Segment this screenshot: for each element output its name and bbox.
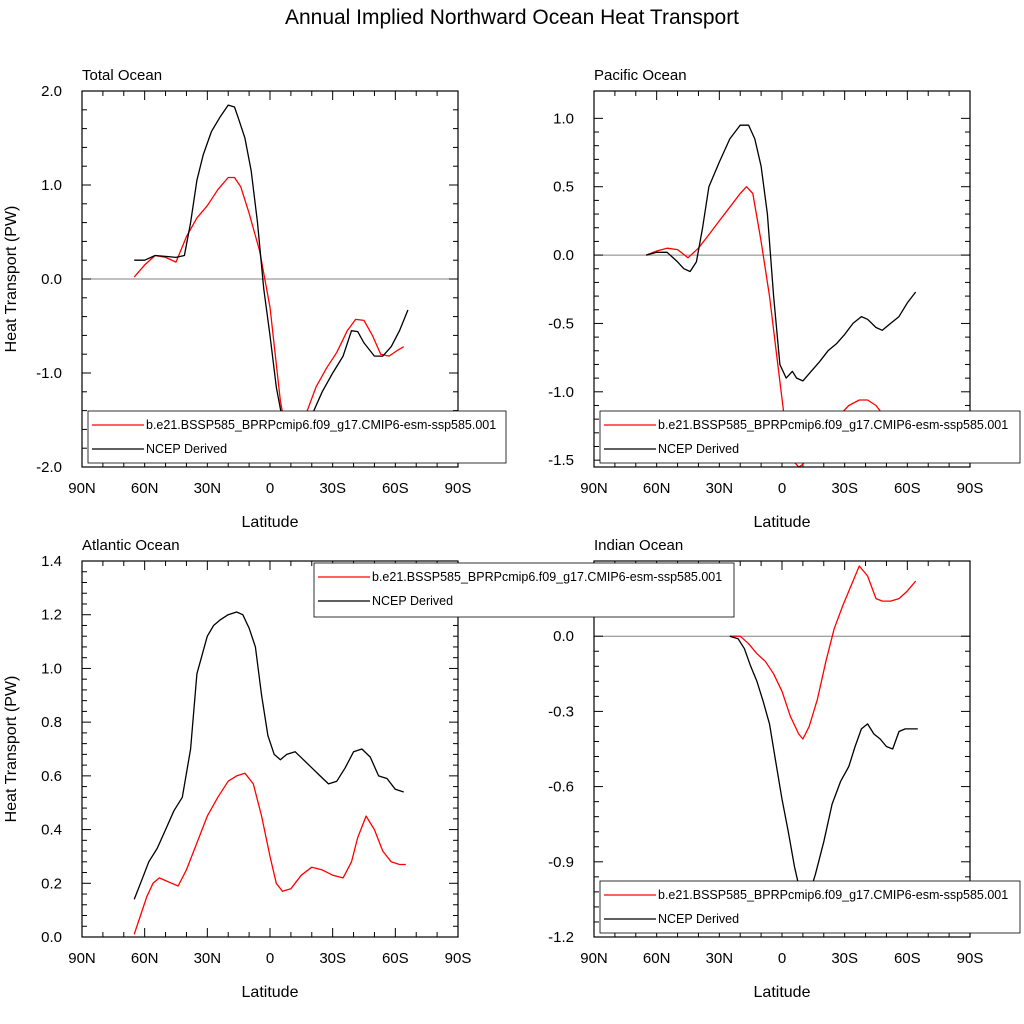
y-axis-label: Heat Transport (PW) [3, 206, 20, 353]
y-tick-label: 0.0 [41, 929, 62, 946]
x-tick-label: 30S [831, 480, 858, 497]
legend-box [599, 880, 1021, 934]
y-tick-label: -1.2 [548, 929, 574, 946]
y-tick-label: -1.0 [548, 384, 574, 401]
y-tick-label: 0.2 [41, 875, 62, 892]
plot-frame [593, 560, 971, 938]
legend: b.e21.BSSP585_BPRPcmip6.f09_g17.CMIP6-es… [599, 880, 1021, 934]
x-tick-label: 30S [319, 950, 346, 967]
legend-label: b.e21.BSSP585_BPRPcmip6.f09_g17.CMIP6-es… [146, 418, 496, 432]
plot-frame [81, 90, 459, 468]
y-tick-label: -0.6 [548, 779, 574, 796]
y-tick-label: 0.0 [553, 247, 574, 264]
legend-box [313, 562, 735, 618]
y-tick-label: 1.0 [41, 660, 62, 677]
x-tick-label: 30S [831, 950, 858, 967]
x-tick-label: 60S [382, 480, 409, 497]
x-tick-label: 90N [580, 950, 608, 967]
x-tick-label: 60S [894, 950, 921, 967]
x-axis-label: Latitude [754, 514, 811, 531]
x-tick-label: 60N [131, 480, 159, 497]
x-tick-label: 60N [643, 480, 671, 497]
y-tick-label: 1.4 [41, 553, 62, 570]
panel-indian-ocean: Indian Ocean 90N 60N 30N 0 30S 60S 90S -1.2 -0.9 -… [548, 537, 983, 1001]
legend: b.e21.BSSP585_BPRPcmip6.f09_g17.CMIP6-es… [87, 410, 507, 464]
panel-title: Total Ocean [82, 67, 162, 84]
x-tick-label: 90N [68, 950, 96, 967]
panel-title: Indian Ocean [594, 537, 683, 554]
x-tick-label: 90S [957, 950, 984, 967]
plot-frame [593, 90, 971, 468]
y-axis-label: Heat Transport (PW) [3, 676, 20, 823]
x-tick-label: 30N [194, 480, 222, 497]
model-series-line [133, 772, 406, 935]
legend-label: NCEP Derived [658, 912, 739, 926]
y-tick-label: -1.0 [36, 365, 62, 382]
x-tick-label: 0 [778, 950, 786, 967]
y-tick-label: 0.0 [41, 271, 62, 288]
legend-label: b.e21.BSSP585_BPRPcmip6.f09_g17.CMIP6-es… [658, 418, 1008, 432]
y-tick-label: -0.9 [548, 854, 574, 871]
legend: b.e21.BSSP585_BPRPcmip6.f09_g17.CMIP6-es… [599, 410, 1021, 464]
legend-label: NCEP Derived [658, 442, 739, 456]
panel-total-ocean: Total Ocean 90N 60N 30N 0 30S 60S 90S -2.0 -1.0 0.… [3, 67, 471, 531]
y-tick-label: 0.0 [553, 628, 574, 645]
x-tick-label: 0 [778, 480, 786, 497]
x-tick-label: 90S [445, 480, 472, 497]
legend-box [87, 410, 507, 464]
x-tick-label: 30N [194, 950, 222, 967]
x-axis-label: Latitude [242, 984, 299, 1001]
x-tick-label: 60N [131, 950, 159, 967]
y-tick-label: 0.6 [41, 768, 62, 785]
y-tick-label: 2.0 [41, 83, 62, 100]
y-tick-label: 0.4 [41, 822, 62, 839]
x-tick-label: 0 [266, 480, 274, 497]
legend: b.e21.BSSP585_BPRPcmip6.f09_g17.CMIP6-es… [313, 562, 735, 618]
x-tick-label: 0 [266, 950, 274, 967]
panel-title: Pacific Ocean [594, 67, 687, 84]
ncep-series-line [646, 124, 917, 382]
ncep-series-line [133, 611, 404, 900]
y-tick-label: -2.0 [36, 459, 62, 476]
x-tick-label: 60S [894, 480, 921, 497]
x-tick-label: 60N [643, 950, 671, 967]
x-tick-label: 30N [706, 480, 734, 497]
y-tick-label: 1.2 [41, 607, 62, 624]
model-series-line [729, 565, 917, 740]
legend-label: b.e21.BSSP585_BPRPcmip6.f09_g17.CMIP6-es… [658, 888, 1008, 902]
x-tick-label: 30N [706, 950, 734, 967]
x-tick-label: 90N [68, 480, 96, 497]
panel-title: Atlantic Ocean [82, 537, 180, 554]
panel-pacific-ocean: Pacific Ocean 90N 60N 30N 0 30S 60S 90S -1.5 -1.0… [548, 67, 983, 531]
legend-label: NCEP Derived [372, 594, 453, 608]
y-tick-label: 0.8 [41, 714, 62, 731]
x-tick-label: 90S [957, 480, 984, 497]
y-tick-label: 1.0 [41, 177, 62, 194]
y-tick-label: 0.5 [553, 179, 574, 196]
x-tick-label: 90S [445, 950, 472, 967]
model-series-line [133, 176, 405, 445]
ncep-series-line [134, 104, 409, 440]
plot-frame [81, 560, 459, 938]
x-tick-label: 60S [382, 950, 409, 967]
y-tick-label: -0.5 [548, 315, 574, 332]
x-axis-label: Latitude [242, 514, 299, 531]
legend-label: b.e21.BSSP585_BPRPcmip6.f09_g17.CMIP6-es… [372, 570, 722, 584]
legend-label: NCEP Derived [146, 442, 227, 456]
ncep-series-line [729, 635, 918, 901]
figure-title: Annual Implied Northward Ocean Heat Tran… [284, 6, 740, 29]
legend-box [599, 410, 1021, 464]
y-tick-label: -0.3 [548, 703, 574, 720]
y-tick-label: 1.0 [553, 110, 574, 127]
x-tick-label: 30S [319, 480, 346, 497]
y-tick-label: -1.5 [548, 452, 574, 469]
x-tick-label: 90N [580, 480, 608, 497]
panel-atlantic-ocean: Atlantic Ocean 90N 60N 30N 0 30S 60S 90S 0.0 0.2 0… [3, 537, 471, 1001]
x-axis-label: Latitude [754, 984, 811, 1001]
